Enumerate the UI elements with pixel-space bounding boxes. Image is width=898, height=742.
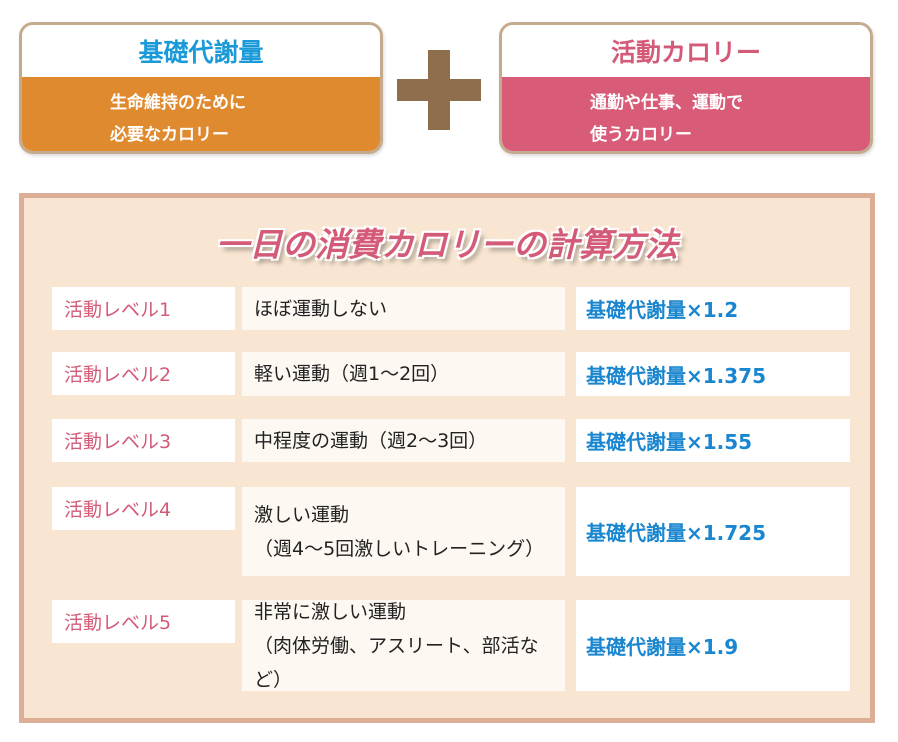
level-label: 活動レベル2 bbox=[52, 352, 235, 395]
description-line: （週4～5回激しいトレーニング） bbox=[254, 537, 545, 560]
activity-line-1: 通勤や仕事、運動で bbox=[590, 93, 743, 113]
level-description: 中程度の運動（週2～3回） bbox=[242, 419, 565, 462]
description-line: 中程度の運動（週2～3回） bbox=[254, 429, 488, 452]
level-description: 非常に激しい運動 （肉体労働、アスリート、部活など） bbox=[242, 600, 565, 691]
level-formula: 基礎代謝量×1.725 bbox=[576, 487, 850, 576]
description-line: （肉体労働、アスリート、部活など） bbox=[254, 634, 539, 691]
bmr-line-2: 必要なカロリー bbox=[110, 125, 229, 145]
description-line: 軽い運動（週1～2回） bbox=[254, 363, 450, 385]
level-formula: 基礎代謝量×1.55 bbox=[576, 419, 850, 462]
level-description: 激しい運動 （週4～5回激しいトレーニング） bbox=[242, 487, 565, 576]
description-line: 非常に激しい運動 bbox=[254, 600, 407, 623]
bmr-title: 基礎代謝量 bbox=[22, 25, 380, 77]
level-description: 軽い運動（週1～2回） bbox=[242, 352, 565, 396]
level-label: 活動レベル1 bbox=[52, 287, 235, 330]
level-formula: 基礎代謝量×1.9 bbox=[576, 600, 850, 691]
activity-line-2: 使うカロリー bbox=[590, 125, 692, 145]
panel-title: 一日の消費カロリーの計算方法 bbox=[216, 225, 678, 264]
level-label: 活動レベル3 bbox=[52, 419, 235, 462]
description-line: ほぼ運動しない bbox=[254, 297, 388, 320]
bmr-box: 基礎代謝量 生命維持のために 必要なカロリー bbox=[19, 22, 383, 154]
activity-description: 通勤や仕事、運動で 使うカロリー bbox=[502, 77, 870, 151]
level-label: 活動レベル5 bbox=[52, 600, 235, 643]
activity-title: 活動カロリー bbox=[502, 25, 870, 77]
level-label: 活動レベル4 bbox=[52, 487, 235, 530]
bmr-line-1: 生命維持のために bbox=[110, 93, 246, 113]
level-formula: 基礎代謝量×1.375 bbox=[576, 352, 850, 396]
level-formula: 基礎代謝量×1.2 bbox=[576, 287, 850, 330]
description-line: 激しい運動 bbox=[254, 503, 350, 526]
plus-icon bbox=[397, 50, 481, 130]
bmr-description: 生命維持のために 必要なカロリー bbox=[22, 77, 380, 151]
activity-box: 活動カロリー 通勤や仕事、運動で 使うカロリー bbox=[499, 22, 873, 154]
level-description: ほぼ運動しない bbox=[242, 287, 565, 330]
calculation-panel: 一日の消費カロリーの計算方法 活動レベル1 ほぼ運動しない 基礎代謝量×1.2 … bbox=[19, 193, 875, 723]
